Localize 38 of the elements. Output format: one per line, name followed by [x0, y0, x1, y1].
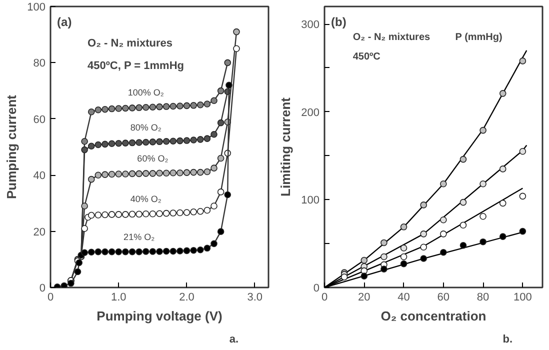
- annotation: O₂ - N₂ mixtures: [88, 37, 173, 50]
- y-axis-title: Pumping current: [4, 94, 20, 200]
- x-tick-label: 100: [514, 292, 532, 304]
- x-tick-label: 80: [476, 292, 490, 304]
- series-label: 80% O₂: [130, 122, 162, 132]
- x-tick-label: 40: [398, 292, 410, 304]
- y-tick-label: 0: [313, 282, 320, 294]
- x-tick-label: 60: [437, 292, 450, 304]
- y-tick-label: 60: [33, 114, 46, 126]
- x-axis-title: Pumping voltage (V): [96, 308, 222, 324]
- x-tick-label: 0: [47, 292, 54, 304]
- series-label: 100% O₂: [128, 88, 164, 98]
- y-axis-title: Limiting current: [278, 96, 294, 196]
- text: b.: [502, 334, 513, 346]
- x-tick-label: 0: [321, 292, 328, 304]
- y-tick-label: 20: [33, 226, 46, 238]
- series-label: 60% O₂: [137, 154, 169, 164]
- x-axis-title: O₂ concentration: [380, 308, 486, 324]
- text: a.: [229, 334, 239, 346]
- x-tick-label: 2.0: [179, 292, 194, 304]
- y-tick-label: 200: [301, 106, 320, 119]
- annotation: P (mmHg): [455, 32, 502, 43]
- x-tick-label: 3.0: [247, 292, 263, 304]
- annotation: (a): [57, 14, 72, 29]
- annotation: 450ºC, P = 1mmHg: [88, 60, 184, 72]
- y-tick-label: 300: [301, 19, 320, 32]
- annotation: 450ºC: [352, 51, 380, 62]
- series-label: 40% O₂: [130, 194, 162, 204]
- x-tick-label: 20: [358, 292, 370, 304]
- y-tick-label: 100: [301, 194, 320, 207]
- annotation: O₂ - N₂ mixtures: [352, 32, 431, 43]
- y-tick-label: 80: [33, 58, 46, 70]
- annotation: (b): [331, 14, 346, 29]
- x-tick-label: 1.0: [110, 292, 126, 304]
- y-tick-label: 100: [27, 2, 46, 14]
- y-tick-label: 40: [33, 170, 46, 182]
- series-label: 21% O₂: [124, 232, 156, 242]
- y-tick-label: 0: [39, 282, 46, 294]
